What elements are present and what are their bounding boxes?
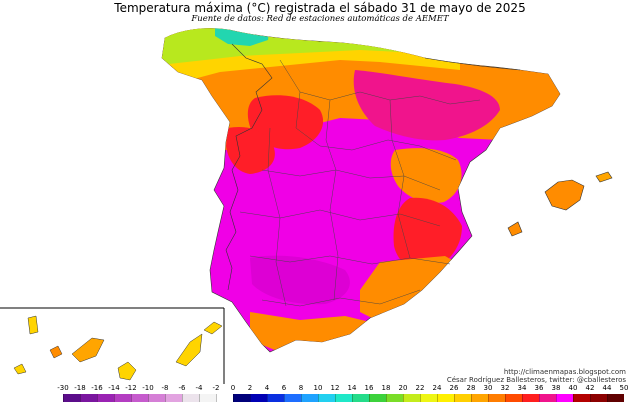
menorca-island xyxy=(595,171,613,183)
legend-label: -18 xyxy=(74,384,86,392)
legend-swatch xyxy=(131,394,148,402)
legend-swatch xyxy=(607,394,624,402)
legend-label: 36 xyxy=(534,384,544,392)
legend-label: 42 xyxy=(585,384,595,392)
legend-label: -14 xyxy=(108,384,120,392)
legend-label: -8 xyxy=(161,384,169,392)
legend-swatch xyxy=(369,394,386,402)
zone-guadalquivir-magenta xyxy=(250,255,350,305)
legend-label: 34 xyxy=(517,384,527,392)
mallorca-island xyxy=(544,179,585,211)
legend-swatch xyxy=(539,394,556,402)
legend-swatch xyxy=(386,394,403,402)
province-borders xyxy=(239,59,481,307)
legend-swatch xyxy=(301,394,318,402)
legend-label: 26 xyxy=(449,384,459,392)
legend-label: 22 xyxy=(415,384,425,392)
legend-labels: -30 -18 -16 -14 -12 -10 -8 -6 -4 -2 0 2 4 6 8 10 12 14 16 1… xyxy=(0,384,640,394)
legend-swatch xyxy=(505,394,522,402)
credit-url: http://climaenmapas.blogspot.com xyxy=(503,368,626,376)
fuerteventura-island xyxy=(175,333,203,367)
tenerife-island xyxy=(71,337,105,363)
legend-label: 0 xyxy=(230,384,236,392)
lanzarote-island xyxy=(203,321,223,335)
legend-label: 24 xyxy=(432,384,442,392)
canary-inset xyxy=(0,307,225,384)
legend-swatch xyxy=(335,394,352,402)
legend-label: 6 xyxy=(281,384,287,392)
legend-swatch xyxy=(284,394,301,402)
legend-swatch xyxy=(233,394,250,402)
balearic-islands xyxy=(507,171,613,237)
legend-label: 44 xyxy=(602,384,612,392)
legend-label: 30 xyxy=(483,384,493,392)
el-hierro-island xyxy=(13,363,27,375)
legend-swatch xyxy=(199,394,216,402)
legend-label: 20 xyxy=(398,384,408,392)
legend-swatch xyxy=(403,394,420,402)
legend-swatch xyxy=(97,394,114,402)
legend-label: 18 xyxy=(381,384,391,392)
legend-label: 40 xyxy=(568,384,578,392)
legend-swatch xyxy=(216,394,233,402)
legend-swatch xyxy=(573,394,590,402)
legend-label: -2 xyxy=(212,384,220,392)
zone-galicia-cyan xyxy=(215,28,270,46)
legend-label: -30 xyxy=(57,384,69,392)
legend-swatch xyxy=(63,394,80,402)
legend-swatch xyxy=(522,394,539,402)
legend-swatch xyxy=(590,394,607,402)
gran-canaria-island xyxy=(117,361,137,381)
legend-label: -12 xyxy=(125,384,137,392)
legend-swatch xyxy=(352,394,369,402)
legend-label: 50 xyxy=(619,384,629,392)
legend-label: -16 xyxy=(91,384,103,392)
legend-swatch xyxy=(471,394,488,402)
legend-label: 28 xyxy=(466,384,476,392)
zone-iberico-warm xyxy=(390,148,462,204)
legend-swatch xyxy=(114,394,131,402)
legend-swatch xyxy=(454,394,471,402)
legend-label: 14 xyxy=(347,384,357,392)
legend-label: -10 xyxy=(142,384,154,392)
legend-swatch xyxy=(182,394,199,402)
legend-label: 16 xyxy=(364,384,374,392)
legend-label: 12 xyxy=(330,384,340,392)
legend-swatch xyxy=(437,394,454,402)
zone-ebro-hot xyxy=(353,70,500,141)
legend-label: 32 xyxy=(500,384,510,392)
legend-color-bar xyxy=(63,394,624,402)
zone-castilla-red xyxy=(247,95,324,150)
legend-label: 8 xyxy=(298,384,304,392)
map-subtitle: Fuente de datos: Red de estaciones autom… xyxy=(191,14,449,24)
legend-swatch xyxy=(488,394,505,402)
legend-label: 38 xyxy=(551,384,561,392)
legend-swatch xyxy=(420,394,437,402)
legend-label: 2 xyxy=(247,384,253,392)
legend-label: -4 xyxy=(195,384,203,392)
pyrenees-border xyxy=(424,57,521,71)
zone-levante-red xyxy=(393,197,462,271)
la-gomera-island xyxy=(49,345,63,359)
portugal-border xyxy=(225,43,273,291)
legend-label: 4 xyxy=(264,384,270,392)
legend-swatch xyxy=(318,394,335,402)
legend-swatch xyxy=(80,394,97,402)
legend-swatch xyxy=(165,394,182,402)
legend-swatch xyxy=(267,394,284,402)
credit-author: César Rodríguez Ballesteros, twitter: @c… xyxy=(446,376,626,384)
zone-extremadura-red xyxy=(226,126,275,174)
legend-label: 10 xyxy=(313,384,323,392)
legend-swatch xyxy=(148,394,165,402)
la-palma-island xyxy=(27,315,39,335)
ibiza-island xyxy=(507,221,523,237)
legend-swatch xyxy=(250,394,267,402)
map-title: Temperatura máxima (°C) registrada el sá… xyxy=(114,1,526,15)
legend-label: -6 xyxy=(178,384,186,392)
legend-swatch xyxy=(556,394,573,402)
